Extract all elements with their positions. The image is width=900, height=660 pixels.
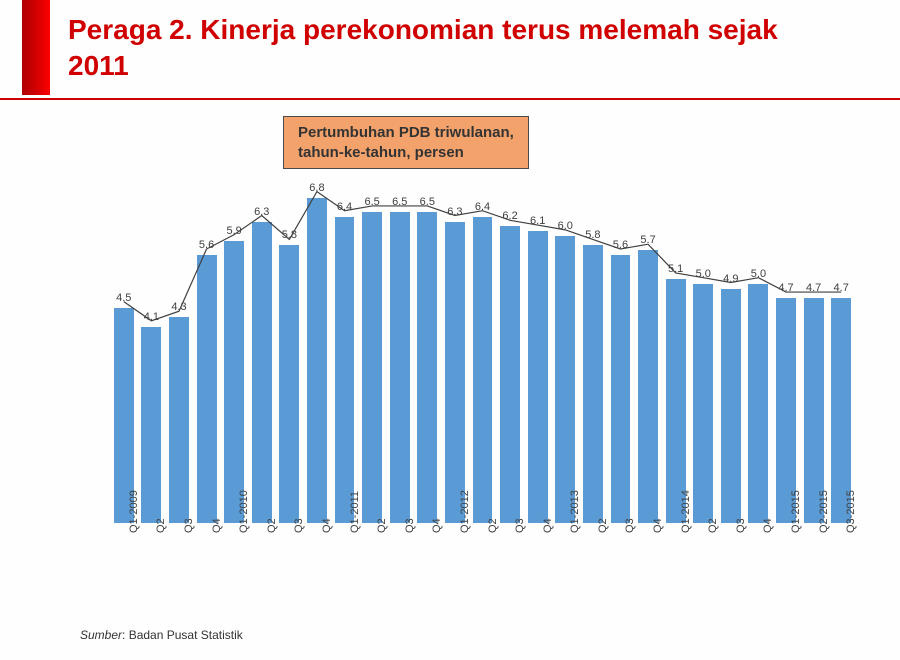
bar-value-label: 6.3 [440, 206, 470, 218]
bar [611, 255, 631, 523]
x-tick-label: Q2 [597, 518, 609, 533]
source-text: : Badan Pusat Statistik [122, 628, 243, 642]
x-tick-label: Q1-2012 [459, 490, 471, 533]
slide-title: Peraga 2. Kinerja perekonomian terus mel… [68, 12, 828, 85]
x-tick-label: Q4 [431, 518, 443, 533]
bar-value-label: 4.7 [826, 282, 856, 294]
bar [362, 212, 382, 523]
bar [638, 250, 658, 523]
x-tick-label: Q4 [652, 518, 664, 533]
bar [693, 284, 713, 523]
bar [528, 231, 548, 523]
bar-value-label: 5.7 [633, 234, 663, 246]
bar-value-label: 4.7 [799, 282, 829, 294]
chart-subtitle-box: Pertumbuhan PDB triwulanan, tahun-ke-tah… [283, 116, 529, 169]
x-tick-label: Q1-2015 [790, 490, 802, 533]
subtitle-line1: Pertumbuhan PDB triwulanan, [298, 124, 514, 141]
bar-value-label: 6.4 [468, 201, 498, 213]
x-tick-label: Q4 [762, 518, 774, 533]
bar [417, 212, 437, 523]
x-tick-label: Q2 [266, 518, 278, 533]
bar-value-label: 6.0 [550, 220, 580, 232]
x-tick-label: Q3 [735, 518, 747, 533]
bar-value-label: 6.3 [247, 206, 277, 218]
x-tick-label: Q1-2014 [680, 490, 692, 533]
x-tick-label: Q4 [321, 518, 333, 533]
x-tick-label: Q1-2009 [128, 490, 140, 533]
bar [252, 222, 272, 524]
bar [473, 217, 493, 523]
bar-value-label: 4.1 [136, 311, 166, 323]
bar-value-label: 6.5 [385, 196, 415, 208]
bar [141, 327, 161, 523]
bar-value-label: 5.6 [192, 239, 222, 251]
bar-value-label: 5.0 [743, 268, 773, 280]
x-tick-label: Q3-2015 [845, 490, 857, 533]
bar-value-label: 5.1 [661, 263, 691, 275]
bar [500, 226, 520, 523]
x-tick-label: Q2 [376, 518, 388, 533]
x-tick-label: Q2 [155, 518, 167, 533]
x-tick-label: Q2 [487, 518, 499, 533]
bar [169, 317, 189, 523]
bar-value-label: 4.5 [109, 292, 139, 304]
bar [445, 222, 465, 524]
source-label: Sumber [80, 628, 122, 642]
bar [224, 241, 244, 523]
bar-value-label: 4.3 [164, 301, 194, 313]
bar [748, 284, 768, 523]
bar [279, 245, 299, 523]
divider [0, 98, 900, 100]
x-tick-label: Q3 [404, 518, 416, 533]
x-tick-label: Q4 [542, 518, 554, 533]
bar-value-label: 5.8 [274, 229, 304, 241]
bar-value-label: 6.5 [412, 196, 442, 208]
bar [335, 217, 355, 523]
bar-value-label: 6.1 [523, 215, 553, 227]
bar-value-label: 5.8 [578, 229, 608, 241]
bar-value-label: 4.9 [716, 273, 746, 285]
accent-bar [22, 0, 50, 95]
bar [666, 279, 686, 523]
x-tick-label: Q3 [624, 518, 636, 533]
bar [390, 212, 410, 523]
x-tick-label: Q2 [707, 518, 719, 533]
x-tick-label: Q1-2011 [349, 491, 361, 533]
x-tick-label: Q4 [211, 518, 223, 533]
chart-area: 4.54.14.35.65.96.35.86.86.46.56.56.56.36… [110, 188, 855, 523]
bar-value-label: 5.6 [605, 239, 635, 251]
bar-value-label: 6.8 [302, 182, 332, 194]
bar-value-label: 5.9 [219, 225, 249, 237]
bar [583, 245, 603, 523]
bar [307, 198, 327, 523]
bar [721, 289, 741, 524]
source-line: Sumber: Badan Pusat Statistik [80, 628, 243, 642]
bar-value-label: 6.2 [495, 210, 525, 222]
x-tick-label: Q3 [293, 518, 305, 533]
bar-value-label: 6.5 [357, 196, 387, 208]
header: Peraga 2. Kinerja perekonomian terus mel… [0, 0, 900, 100]
bar-value-label: 4.7 [771, 282, 801, 294]
x-tick-label: Q1-2013 [569, 490, 581, 533]
bar [197, 255, 217, 523]
subtitle-line2: tahun-ke-tahun, persen [298, 144, 464, 161]
x-tick-label: Q2-2015 [818, 490, 830, 533]
x-tick-label: Q1-2010 [238, 490, 250, 533]
x-tick-label: Q3 [514, 518, 526, 533]
bar-value-label: 6.4 [330, 201, 360, 213]
bar-value-label: 5.0 [688, 268, 718, 280]
x-tick-label: Q3 [183, 518, 195, 533]
bar [555, 236, 575, 523]
